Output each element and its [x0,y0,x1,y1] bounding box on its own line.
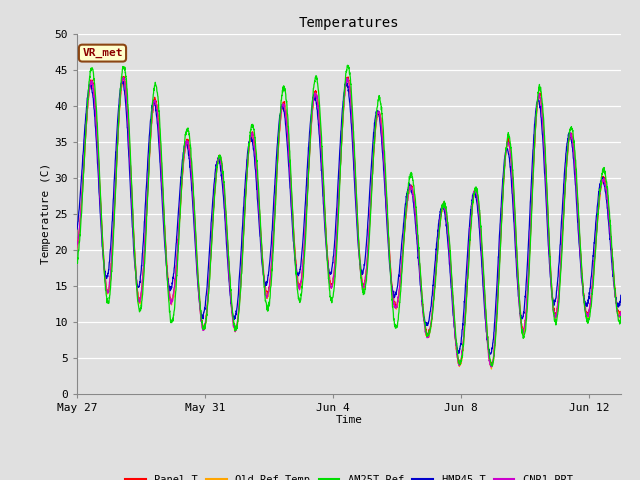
Text: VR_met: VR_met [82,48,123,58]
Title: Temperatures: Temperatures [298,16,399,30]
Y-axis label: Temperature (C): Temperature (C) [42,163,51,264]
Legend: Panel T, Old Ref Temp, AM25T Ref, HMP45 T, CNR1 PRT: Panel T, Old Ref Temp, AM25T Ref, HMP45 … [121,471,577,480]
X-axis label: Time: Time [335,415,362,425]
